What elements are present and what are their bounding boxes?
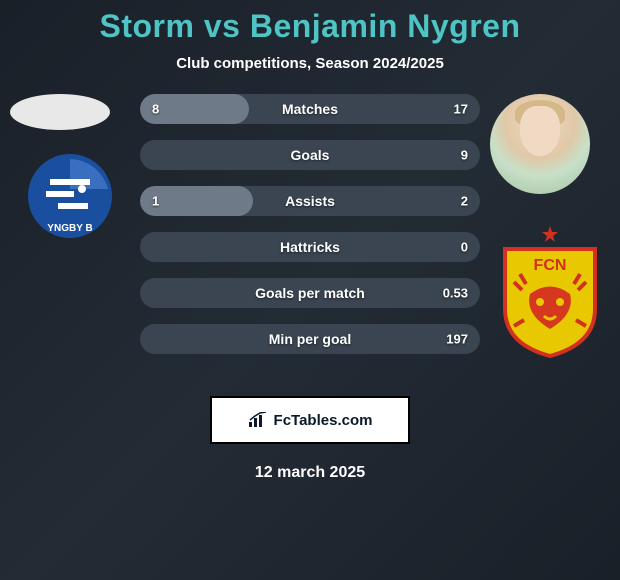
stat-left-value: 8 [152, 102, 159, 117]
stat-label: Assists [140, 193, 480, 209]
svg-text:YNGBY B: YNGBY B [47, 223, 92, 234]
stats-area: YNGBY B FCN [0, 94, 620, 384]
page-title: Storm vs Benjamin Nygren [0, 8, 620, 45]
stat-bars: Matches8 17 Goals9 Assists1 2 Hattricks0 Goals… [140, 94, 480, 370]
stat-bar: Matches8 17 [140, 94, 480, 124]
player-right-face [520, 106, 560, 156]
comparison-card: Storm vs Benjamin Nygren Club competitio… [0, 0, 620, 580]
stat-bar: Min per goal197 [140, 324, 480, 354]
stat-label: Min per goal [140, 331, 480, 347]
date-text: 12 march 2025 [0, 464, 620, 482]
stat-bar: Assists1 2 [140, 186, 480, 216]
brand-badge: FcTables.com [210, 396, 410, 444]
club-right-badge: FCN [490, 224, 610, 359]
stat-label: Hattricks [140, 239, 480, 255]
stat-label: Goals per match [140, 285, 480, 301]
subtitle: Club competitions, Season 2024/2025 [0, 55, 620, 72]
stat-label: Matches [140, 101, 480, 117]
stat-bar: Goals per match0.53 [140, 278, 480, 308]
stat-label: Goals [140, 147, 480, 163]
stat-right-value: 197 [446, 332, 468, 347]
chart-icon [248, 412, 268, 428]
player-left-photo [10, 94, 110, 130]
stat-right-value: 9 [461, 148, 468, 163]
player-right-photo [490, 94, 590, 194]
stat-right-value: 2 [461, 194, 468, 209]
stat-left-value: 1 [152, 194, 159, 209]
stat-right-value: 17 [454, 102, 468, 117]
stat-right-value: 0 [461, 240, 468, 255]
stat-bar: Goals9 [140, 140, 480, 170]
club-left-icon: YNGBY B [20, 149, 120, 244]
svg-text:FCN: FCN [534, 257, 567, 274]
brand-text: FcTables.com [274, 412, 373, 429]
club-left-badge: YNGBY B [20, 149, 120, 244]
club-right-icon: FCN [490, 224, 610, 359]
stat-bar: Hattricks0 [140, 232, 480, 262]
stat-right-value: 0.53 [443, 286, 468, 301]
